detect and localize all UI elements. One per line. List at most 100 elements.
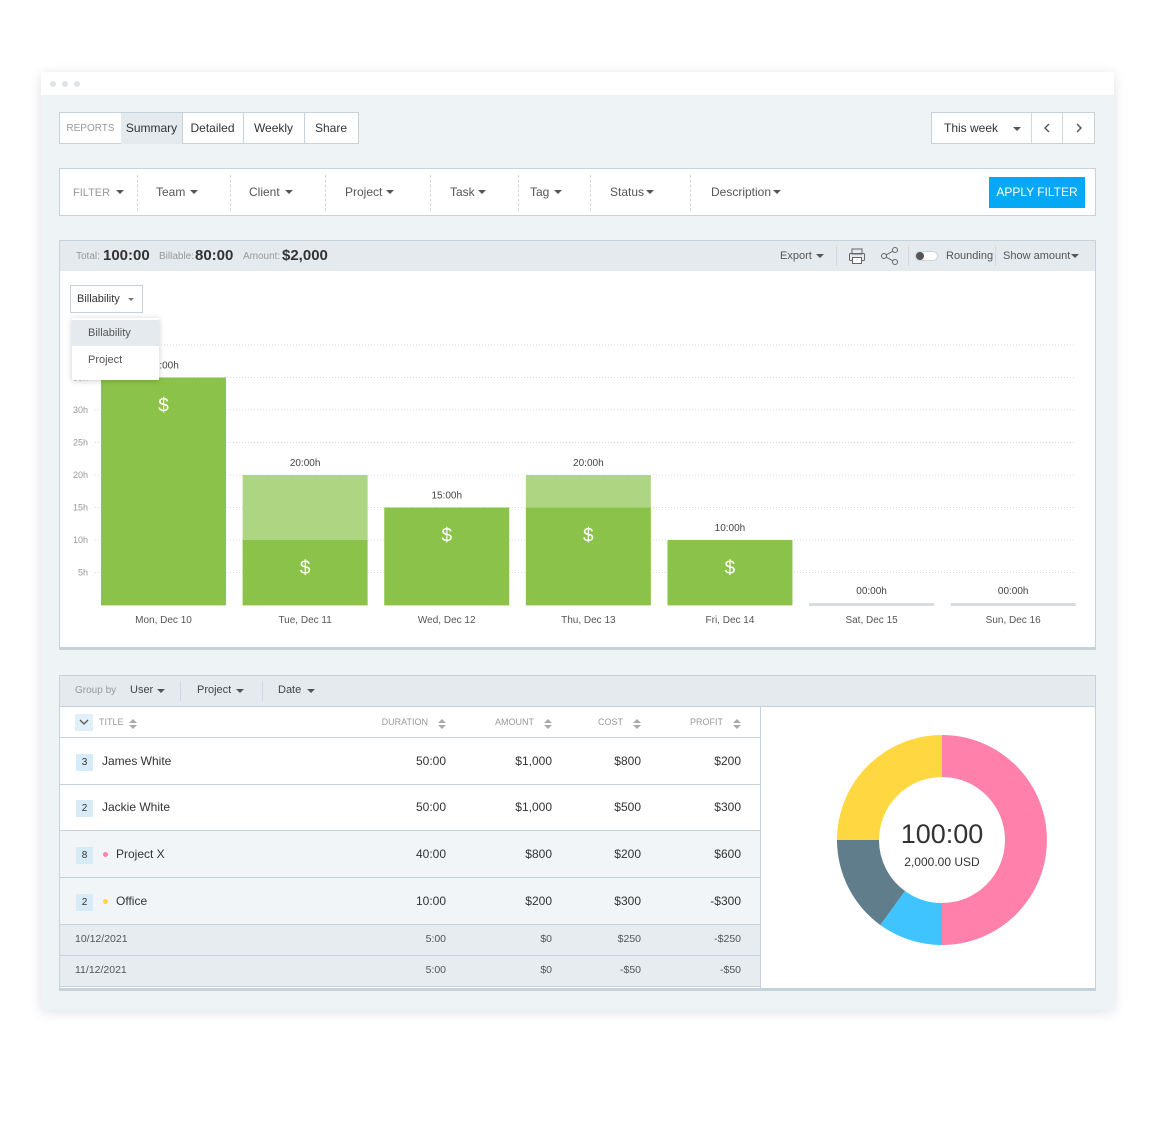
row-cell: 5:00 (425, 964, 446, 977)
filter-item[interactable]: Task (450, 185, 475, 199)
date-range[interactable]: This week (944, 121, 999, 135)
tab[interactable]: Share (314, 121, 348, 135)
column-header[interactable]: DURATION (381, 717, 428, 727)
row-cell: -$250 (714, 933, 741, 946)
donut-center-value: 100:00 (901, 819, 984, 849)
divider (908, 246, 909, 266)
y-tick-label: 15h (73, 503, 88, 513)
share-button[interactable] (880, 246, 900, 266)
sort-icon[interactable] (438, 718, 446, 729)
filter-bar: FILTER Team Client Project Task Tag Stat… (59, 168, 1096, 216)
row-cell: $300 (714, 800, 741, 814)
bar-segment (384, 507, 510, 605)
row-cell: $1,000 (515, 800, 552, 814)
y-tick-label: 10h (73, 535, 88, 545)
caret (190, 190, 198, 194)
row-cell: -$300 (710, 893, 741, 908)
filter-item[interactable]: Description (711, 185, 772, 199)
caret (816, 254, 824, 258)
chart-type-select[interactable]: Billability (70, 285, 143, 313)
donut-slice (880, 890, 942, 945)
row-cell: 50:00 (415, 800, 446, 814)
row-cell: $200 (525, 893, 552, 908)
rounding-toggle[interactable] (915, 251, 938, 261)
table-row[interactable]: 8 Project X 40:00 $800 $200 $600 (60, 831, 760, 878)
billable-icon: $ (158, 396, 169, 417)
filter-label[interactable]: FILTER (73, 187, 111, 199)
divider (262, 681, 263, 701)
row-cell: $0 (540, 933, 552, 946)
prev-button[interactable] (1042, 123, 1052, 133)
show-amount-button[interactable]: Show amount (1003, 250, 1071, 262)
menu-option[interactable]: Billability (88, 327, 131, 339)
date-picker: This week (931, 112, 1095, 144)
row-cell: 10:00 (415, 893, 446, 908)
divider (230, 175, 231, 211)
tab[interactable]: Weekly (243, 113, 305, 144)
bar-segment (667, 540, 793, 605)
table-row[interactable]: 10/12/2021 5:00 $0 $250 -$250 (60, 925, 760, 956)
filter-item[interactable]: Project (345, 185, 383, 199)
report-table: TITLE DURATION AMOUNT COST PROFIT 3 James Whi… (60, 707, 760, 988)
filter-item[interactable]: Status (610, 185, 645, 199)
next-button[interactable] (1074, 123, 1084, 133)
row-cell: $600 (714, 846, 741, 861)
sort-icon[interactable] (544, 718, 552, 729)
sort-icon[interactable] (733, 718, 741, 729)
x-tick-label: Fri, Dec 14 (706, 615, 755, 626)
count-badge: 3 (76, 753, 93, 771)
divider (836, 246, 837, 266)
table-row[interactable]: 2 Jackie White 50:00 $1,000 $500 $300 (60, 785, 760, 831)
bar-total-label: 35:00h (148, 361, 179, 372)
group-by-bar: Group by User Project Date (60, 676, 1095, 707)
group-option[interactable]: Date (278, 684, 302, 696)
x-tick-label: Sat, Dec 15 (845, 615, 898, 626)
caret (307, 689, 315, 693)
amount-label: Amount: (243, 251, 281, 262)
row-title: 10/12/2021 (75, 933, 128, 946)
sort-icon[interactable] (129, 718, 137, 729)
y-tick-label: 20h (73, 470, 88, 480)
tab[interactable]: Detailed (182, 113, 244, 144)
total-value: 100:00 (103, 247, 150, 264)
sort-icon[interactable] (633, 718, 641, 729)
color-dot (103, 899, 108, 904)
group-option[interactable]: Project (197, 684, 232, 696)
table-row[interactable]: 2 Office 10:00 $200 $300 -$300 (60, 878, 760, 925)
table-row[interactable]: 11/12/2021 5:00 $0 -$50 -$50 (60, 956, 760, 987)
column-header[interactable]: TITLE (99, 717, 124, 727)
row-cell: $200 (614, 846, 641, 861)
divider (180, 681, 181, 701)
bar-total-label: 00:00h (998, 586, 1029, 597)
column-header[interactable]: AMOUNT (495, 717, 534, 727)
export-button[interactable]: Export (780, 250, 812, 262)
billable-icon: $ (725, 558, 736, 579)
color-dot (103, 852, 108, 857)
total-label: Total: (76, 251, 100, 262)
filter-item[interactable]: Team (156, 185, 186, 199)
bar-segment (525, 475, 651, 508)
print-button[interactable] (848, 247, 866, 265)
filter-item[interactable]: Client (249, 185, 280, 199)
tab[interactable]: Summary (121, 113, 183, 144)
caret (128, 298, 134, 301)
row-cell: $1,000 (515, 753, 552, 768)
caret (478, 190, 486, 194)
column-header[interactable]: PROFIT (690, 717, 723, 727)
row-title: 11/12/2021 (75, 964, 127, 977)
apply-filter-button[interactable]: APPLY FILTER (989, 177, 1085, 208)
table-row[interactable]: 3 James White 50:00 $1,000 $800 $200 (60, 738, 760, 785)
row-cell: $200 (714, 753, 741, 768)
filter-item[interactable]: Tag (530, 185, 550, 199)
expand-all[interactable] (75, 714, 93, 731)
x-tick-label: Thu, Dec 13 (561, 615, 616, 626)
x-tick-label: Sun, Dec 16 (986, 615, 1041, 626)
bar-baseline (950, 603, 1076, 606)
group-option[interactable]: User (130, 684, 154, 696)
bar-total-label: 10:00h (715, 523, 746, 534)
donut-slice (942, 735, 1047, 945)
menu-option[interactable]: Project (88, 354, 123, 366)
caret (285, 190, 293, 194)
column-header[interactable]: COST (597, 717, 623, 727)
